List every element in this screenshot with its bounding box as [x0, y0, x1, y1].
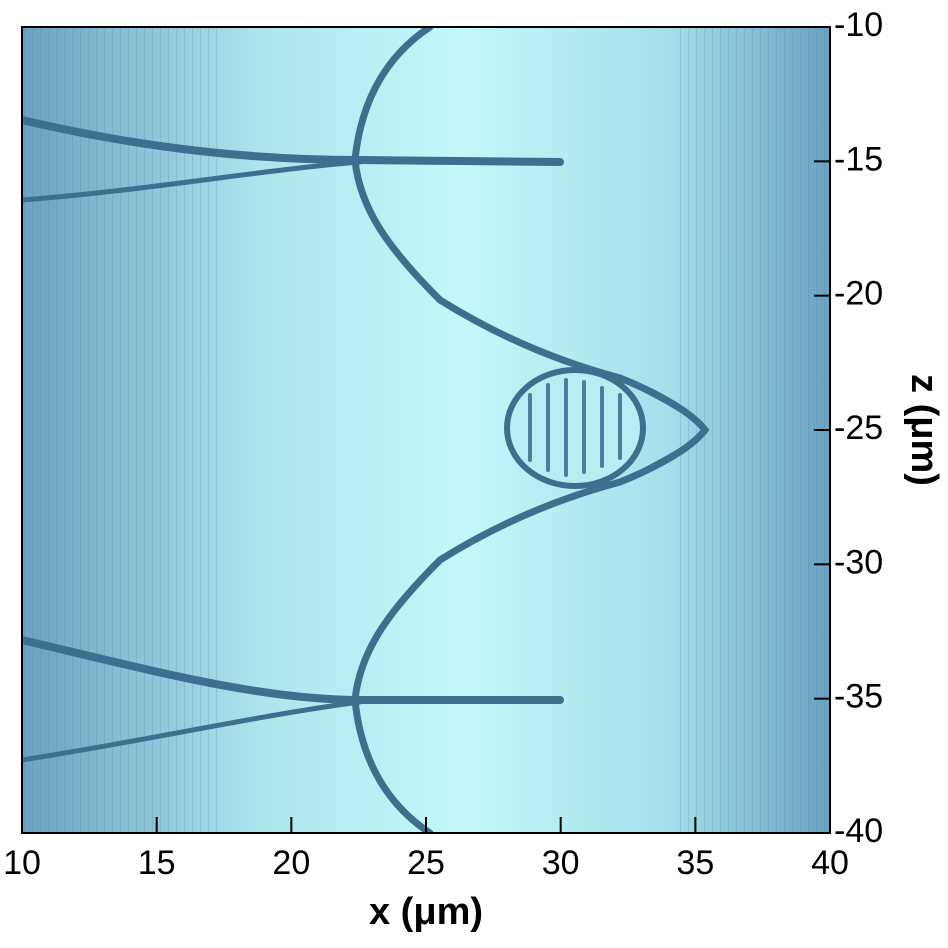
y-tick-label: -35: [834, 678, 883, 716]
x-tick-label: 40: [811, 844, 849, 882]
x-tick-label: 35: [676, 844, 714, 882]
x-tick-label: 15: [138, 844, 176, 882]
y-tick-label: -15: [834, 140, 883, 178]
x-axis-title: x (μm): [369, 891, 483, 933]
x-tick-label: 25: [407, 844, 445, 882]
x-tick-label: 30: [542, 844, 580, 882]
field-image: [22, 27, 830, 833]
y-tick-label: -40: [834, 812, 883, 850]
x-tick-label: 10: [3, 844, 41, 882]
y-tick-label: -20: [834, 275, 883, 313]
y-axis-title: z (μm): [903, 374, 945, 486]
x-tick-label: 20: [272, 844, 310, 882]
y-tick-label: -25: [834, 409, 883, 447]
y-tick-label: -30: [834, 543, 883, 581]
y-tick-label: -10: [834, 6, 883, 44]
